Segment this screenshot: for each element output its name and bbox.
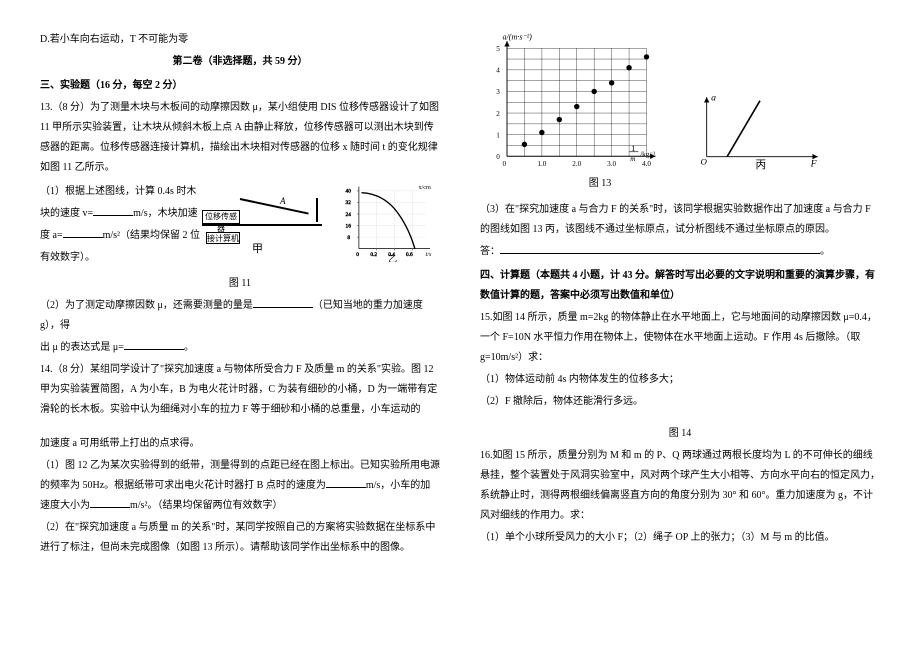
blank-a bbox=[63, 226, 103, 238]
blank-v bbox=[93, 204, 133, 216]
q13-1d: 度 a= bbox=[40, 230, 63, 241]
left-column: D.若小车向右运动，T 不可能为零 第二卷（非选择题，共 59 分） 三、实验题… bbox=[30, 30, 460, 630]
scatter-grid bbox=[507, 48, 647, 156]
curve-grid bbox=[359, 191, 426, 249]
svg-text:8: 8 bbox=[347, 235, 350, 241]
svg-text:3: 3 bbox=[496, 88, 500, 96]
svg-text:m: m bbox=[630, 155, 635, 163]
part2-title: 第二卷（非选择题，共 59 分） bbox=[40, 52, 440, 72]
q13-2: （2）为了测定动摩擦因数 μ，还需要测量的量是（已知当地的重力加速度 g），得 bbox=[40, 296, 440, 336]
blank-a2 bbox=[90, 496, 130, 508]
section3-title: 三、实验题（16 分，每空 2 分） bbox=[40, 76, 440, 96]
yi-label: 乙 bbox=[388, 254, 397, 262]
fig11-row: （1）根据上述图线，计算 0.4s 时木 块的速度 v= m/s，木块加速 度 a… bbox=[40, 182, 440, 270]
svg-text:0.6: 0.6 bbox=[406, 252, 413, 258]
q13-1-line2: 块的速度 v= m/s，木块加速 bbox=[40, 204, 202, 224]
q13-part1-text: （1）根据上述图线，计算 0.4s 时木 块的速度 v= m/s，木块加速 度 a… bbox=[40, 182, 202, 270]
svg-text:2.0: 2.0 bbox=[572, 160, 581, 168]
scatter-xunit: /kg⁻¹ bbox=[640, 150, 655, 158]
jia-label: 甲 bbox=[252, 240, 263, 256]
q13-1e: m/s²（结果均保留 2 位 bbox=[103, 230, 200, 241]
q14-2: （2）在"探究加速度 a 与质量 m 的关系"时，某同学按照自己的方案将实验数据… bbox=[40, 518, 440, 558]
af-yarrow bbox=[704, 97, 709, 102]
blank-quantity bbox=[253, 296, 313, 308]
q13-1f: 有效数字）。 bbox=[40, 248, 202, 268]
scatter-chart: a/(m·s⁻²) 0 1.0 2.0 3.0 4.0 0 1 2 3 4 5 1 m /kg⁻¹ bbox=[480, 30, 660, 170]
q13-2a: （2）为了测定动摩擦因数 μ，还需要测量的量是 bbox=[40, 300, 253, 311]
svg-text:3.0: 3.0 bbox=[607, 160, 616, 168]
q14-1c: m/s²。（结果均保留两位有效数字） bbox=[130, 500, 282, 511]
point-a-label: A bbox=[280, 196, 286, 206]
q14-3a: （3）在"探究加速度 a 与合力 F 的关系"时，该同学根据实验数据作出了加速度… bbox=[480, 200, 880, 240]
q15-1: （1）物体运动前 4s 内物体发生的位移多大； bbox=[480, 370, 880, 390]
fig14-caption: 图 14 bbox=[480, 424, 880, 444]
q13-2c: 出 μ 的表达式是 μ= bbox=[40, 342, 124, 353]
fig11-apparatus: 位移传感器 A 接计算机 甲 bbox=[202, 192, 332, 252]
stand-line bbox=[316, 198, 318, 222]
section4-title: 四、计算题（本题共 4 小题，计 43 分。解答时写出必要的文字说明和重要的演算… bbox=[480, 266, 880, 306]
q13-2d: 。 bbox=[184, 342, 194, 353]
base-line bbox=[202, 224, 322, 226]
q13-1c: m/s，木块加速 bbox=[133, 208, 197, 219]
q13-intro: 13.（8 分）为了测量木块与木板间的动摩擦因数 μ，某小组使用 DIS 位移传… bbox=[40, 98, 440, 178]
svg-text:0.2: 0.2 bbox=[370, 252, 377, 258]
scatter-ytick-labels: 0 1 2 3 4 5 bbox=[496, 45, 500, 161]
sensor-label: 位移传感器 bbox=[202, 210, 240, 224]
curve-yticks: 8 16 24 32 40 bbox=[346, 189, 359, 241]
svg-text:4.0: 4.0 bbox=[642, 160, 651, 168]
svg-text:0: 0 bbox=[496, 153, 500, 161]
af-xlabel: F bbox=[810, 158, 818, 169]
blank-reason bbox=[500, 242, 820, 254]
q13-2-line2: 出 μ 的表达式是 μ= 。 bbox=[40, 338, 440, 358]
af-graph: a O F 丙 bbox=[690, 90, 830, 170]
scatter-ylabel: a/(m·s⁻²) bbox=[503, 32, 533, 41]
blank-vb bbox=[326, 476, 366, 488]
svg-text:24: 24 bbox=[346, 212, 352, 218]
curve-path bbox=[362, 193, 415, 249]
fig11-caption: 图 11 bbox=[40, 274, 440, 294]
q15-2: （2）F 撤除后，物体还能滑行多远。 bbox=[480, 392, 880, 412]
fig13-wrap: a/(m·s⁻²) 0 1.0 2.0 3.0 4.0 0 1 2 3 4 5 1 m /kg⁻¹… bbox=[480, 30, 880, 170]
q14-intro: 14.（8 分）某组同学设计了"探究加速度 a 与物体所受合力 F 及质量 m … bbox=[40, 360, 440, 420]
q14-gap: 加速度 a 可用纸带上打出的点求得。 bbox=[40, 434, 440, 454]
svg-text:0: 0 bbox=[503, 160, 507, 168]
curve-xlabel: t/s bbox=[426, 251, 432, 258]
q13-1b: 块的速度 v= bbox=[40, 208, 93, 219]
q13-1-line3: 度 a= m/s²（结果均保留 2 位 bbox=[40, 226, 202, 246]
svg-text:1.0: 1.0 bbox=[537, 160, 546, 168]
q14-3c: 。 bbox=[820, 246, 830, 257]
q13-1a: （1）根据上述图线，计算 0.4s 时木 bbox=[40, 182, 202, 202]
svg-text:4: 4 bbox=[496, 67, 500, 75]
option-d: D.若小车向右运动，T 不可能为零 bbox=[40, 30, 440, 50]
bing-label: 丙 bbox=[756, 160, 767, 170]
af-ylabel: a bbox=[711, 93, 716, 104]
q16-1: （1）单个小球所受风力的大小 F；（2）绳子 OP 上的张力；（3）M 与 m … bbox=[480, 528, 880, 548]
af-origin: O bbox=[700, 157, 707, 167]
q15-intro: 15.如图 14 所示，质量 m=2kg 的物体静止在水平地面上，它与地面间的动… bbox=[480, 308, 880, 368]
curve-xticks: 0 0.2 0.4 0.6 bbox=[356, 249, 413, 258]
blank-mu bbox=[124, 338, 184, 350]
af-line bbox=[727, 101, 760, 157]
curve-ylabel: x/cm bbox=[418, 184, 431, 191]
q16-intro: 16.如图 15 所示，质量分别为 M 和 m 的 P、Q 两球通过两根长度均为… bbox=[480, 446, 880, 526]
right-column: a/(m·s⁻²) 0 1.0 2.0 3.0 4.0 0 1 2 3 4 5 1 m /kg⁻¹… bbox=[460, 30, 890, 630]
q14-3-answer: 答： 。 bbox=[480, 242, 880, 262]
q14-1: （1）图 12 乙为某次实验得到的纸带，测量得到的点距已经在图上标出。已知实验所… bbox=[40, 456, 440, 516]
scatter-yarrow bbox=[504, 41, 509, 46]
ramp-line bbox=[240, 198, 309, 215]
fig11-images: 位移传感器 A 接计算机 甲 x/cm 8 16 24 32 40 bbox=[202, 182, 440, 262]
svg-text:16: 16 bbox=[346, 223, 352, 229]
svg-text:0: 0 bbox=[356, 252, 359, 258]
svg-text:5: 5 bbox=[496, 45, 500, 53]
svg-text:40: 40 bbox=[346, 189, 352, 195]
svg-text:1: 1 bbox=[496, 131, 500, 139]
scatter-points bbox=[522, 54, 649, 147]
fig13-caption: 图 13 bbox=[480, 174, 880, 194]
svg-text:32: 32 bbox=[346, 200, 352, 206]
fig11-curve: x/cm 8 16 24 32 40 0 0.2 0.4 0.6 bbox=[340, 182, 440, 262]
q14-3b: 答： bbox=[480, 246, 500, 257]
computer-label: 接计算机 bbox=[206, 232, 240, 244]
scatter-xtick-labels: 0 1.0 2.0 3.0 4.0 bbox=[503, 160, 652, 168]
svg-text:2: 2 bbox=[496, 110, 500, 118]
